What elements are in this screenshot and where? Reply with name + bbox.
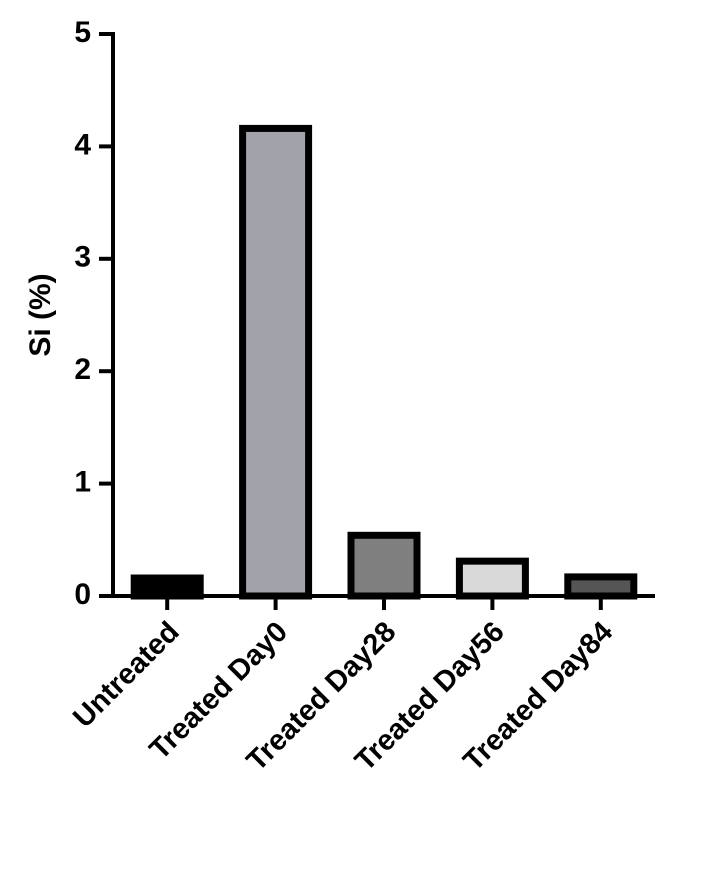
x-tick-label: Untreated: [67, 616, 185, 734]
bar: [347, 531, 421, 600]
bar: [239, 124, 313, 600]
y-tick-label: 2: [74, 353, 91, 386]
y-tick-label: 1: [74, 466, 91, 499]
bar: [455, 557, 529, 600]
bar: [564, 573, 638, 600]
y-axis-label: Si (%): [24, 273, 57, 356]
y-tick-label: 5: [74, 16, 91, 49]
y-tick-label: 0: [74, 578, 91, 611]
y-tick-label: 4: [74, 128, 91, 161]
y-tick-label: 3: [74, 241, 91, 274]
bar: [130, 574, 204, 600]
